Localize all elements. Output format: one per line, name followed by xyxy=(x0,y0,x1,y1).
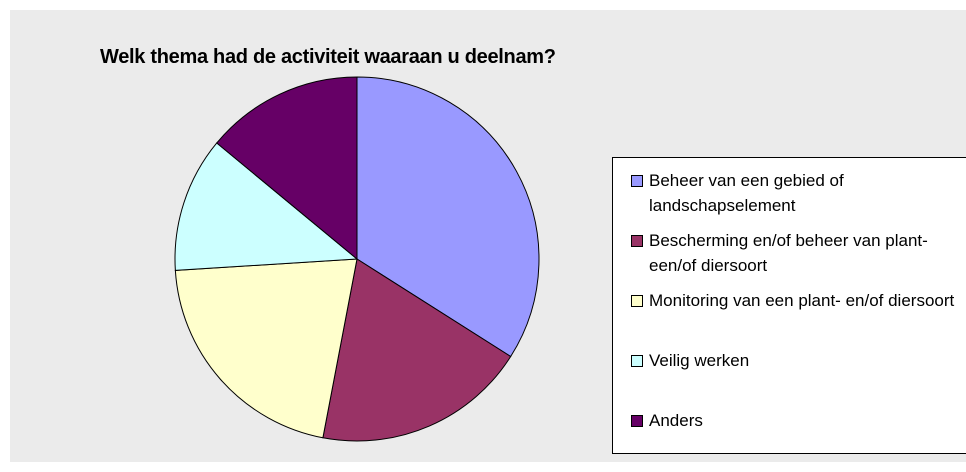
pie-slice xyxy=(322,258,512,442)
legend-swatch xyxy=(631,295,643,307)
legend-label: Bescherming en/of beheer van plant- een/… xyxy=(649,231,928,275)
legend-item: Anders xyxy=(631,408,966,433)
pie-slice xyxy=(174,258,358,439)
legend: Beheer van een gebied of landschapseleme… xyxy=(612,157,966,454)
legend-item: Beheer van een gebied of landschapseleme… xyxy=(631,168,966,218)
legend-swatch xyxy=(631,415,643,427)
legend-label: Anders xyxy=(649,411,703,430)
pie-slice xyxy=(216,76,358,261)
legend-label: Beheer van een gebied of landschapseleme… xyxy=(649,171,844,215)
legend-label: Monitoring van een plant- en/of diersoor… xyxy=(649,291,955,310)
legend-label: Veilig werken xyxy=(649,351,750,370)
legend-item: Bescherming en/of beheer van plant- een/… xyxy=(631,228,966,278)
pie-slice xyxy=(356,76,540,358)
legend-item: Monitoring van een plant- en/of diersoor… xyxy=(631,288,966,313)
legend-swatch xyxy=(631,355,643,367)
legend-swatch xyxy=(631,175,643,187)
pie-slice xyxy=(174,142,359,271)
chart-title: Welk thema had de activiteit waaraan u d… xyxy=(100,46,556,68)
legend-swatch xyxy=(631,235,643,247)
legend-item: Veilig werken xyxy=(631,348,966,373)
